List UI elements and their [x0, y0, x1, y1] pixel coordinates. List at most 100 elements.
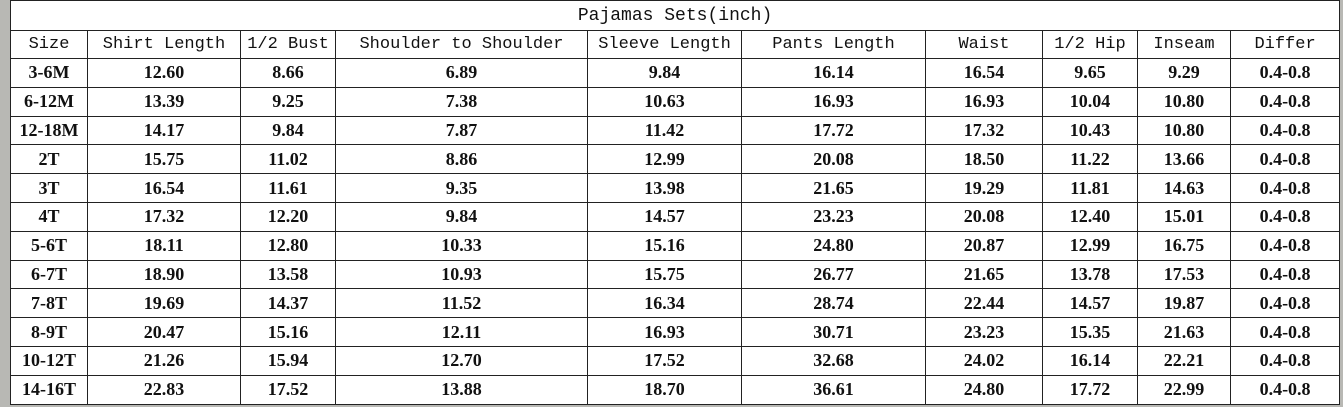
measurement-cell: 13.78 — [1042, 259, 1138, 290]
measurement-cell: 15.35 — [1042, 317, 1138, 347]
measurement-cell: 0.4-0.8 — [1229, 345, 1341, 376]
measurement-cell: 18.70 — [587, 374, 742, 405]
measurement-cell: 15.75 — [87, 144, 241, 175]
measurement-cell: 9.25 — [240, 86, 336, 117]
measurement-cell: 26.77 — [741, 259, 926, 290]
measurement-cell: 17.32 — [87, 201, 241, 232]
size-cell: 6-7T — [10, 259, 88, 290]
table-row: 3-6M 12.60 8.66 6.89 9.84 16.14 16.54 9.65 9.29 0… — [10, 58, 1341, 88]
measurement-cell: 13.98 — [587, 173, 742, 203]
measurement-cell: 15.94 — [240, 345, 336, 376]
size-cell: 3T — [10, 173, 88, 203]
measurement-cell: 13.88 — [335, 374, 588, 405]
measurement-cell: 10.04 — [1042, 86, 1138, 117]
measurement-cell: 14.57 — [1042, 288, 1138, 319]
measurement-cell: 0.4-0.8 — [1229, 58, 1341, 88]
measurement-cell: 14.37 — [240, 288, 336, 319]
measurement-cell: 0.4-0.8 — [1229, 259, 1341, 290]
measurement-cell: 28.74 — [741, 288, 926, 319]
measurement-cell: 36.61 — [741, 374, 926, 405]
size-cell: 5-6T — [10, 230, 88, 261]
measurement-cell: 20.08 — [925, 201, 1043, 232]
column-header: Inseam — [1137, 30, 1231, 59]
measurement-cell: 0.4-0.8 — [1229, 201, 1341, 232]
measurement-cell: 11.81 — [1042, 173, 1138, 203]
measurement-cell: 12.99 — [587, 144, 742, 175]
measurement-cell: 13.66 — [1137, 144, 1231, 175]
measurement-cell: 17.52 — [240, 374, 336, 405]
measurement-cell: 0.4-0.8 — [1229, 230, 1341, 261]
table-row: 12-18M 14.17 9.84 7.87 11.42 17.72 17.32 10.43 1… — [10, 115, 1341, 146]
measurement-cell: 21.63 — [1137, 317, 1231, 347]
measurement-cell: 21.65 — [741, 173, 926, 203]
measurement-cell: 19.87 — [1137, 288, 1231, 319]
measurement-cell: 7.87 — [335, 115, 588, 146]
measurement-cell: 17.52 — [587, 345, 742, 376]
measurement-cell: 18.90 — [87, 259, 241, 290]
measurement-cell: 10.63 — [587, 86, 742, 117]
measurement-cell: 18.50 — [925, 144, 1043, 175]
measurement-cell: 17.72 — [1042, 374, 1138, 405]
measurement-cell: 14.57 — [587, 201, 742, 232]
size-cell: 10-12T — [10, 345, 88, 376]
table-row: 5-6T 18.11 12.80 10.33 15.16 24.80 20.87 12.99 1… — [10, 230, 1341, 261]
measurement-cell: 8.86 — [335, 144, 588, 175]
measurement-cell: 17.72 — [741, 115, 926, 146]
measurement-cell: 8.66 — [240, 58, 336, 88]
measurement-cell: 20.47 — [87, 317, 241, 347]
measurement-cell: 16.54 — [87, 173, 241, 203]
size-cell: 2T — [10, 144, 88, 175]
measurement-cell: 16.93 — [925, 86, 1043, 117]
measurement-cell: 22.99 — [1137, 374, 1231, 405]
measurement-cell: 17.32 — [925, 115, 1043, 146]
table-row: 8-9T 20.47 15.16 12.11 16.93 30.71 23.23 15.35 2… — [10, 317, 1341, 347]
measurement-cell: 16.93 — [741, 86, 926, 117]
table-row: 7-8T 19.69 14.37 11.52 16.34 28.74 22.44 14.57 1… — [10, 288, 1341, 319]
measurement-cell: 10.80 — [1137, 86, 1231, 117]
measurement-cell: 24.80 — [925, 374, 1043, 405]
measurement-cell: 10.43 — [1042, 115, 1138, 146]
size-cell: 3-6M — [10, 58, 88, 88]
measurement-cell: 22.44 — [925, 288, 1043, 319]
measurement-cell: 7.38 — [335, 86, 588, 117]
table-row: 14-16T 22.83 17.52 13.88 18.70 36.61 24.80 17.7… — [10, 374, 1341, 405]
measurement-cell: 24.80 — [741, 230, 926, 261]
measurement-cell: 30.71 — [741, 317, 926, 347]
measurement-cell: 24.02 — [925, 345, 1043, 376]
measurement-cell: 9.84 — [335, 201, 588, 232]
measurement-cell: 23.23 — [925, 317, 1043, 347]
column-header: Shoulder to Shoulder — [335, 30, 588, 59]
table-body: 3-6M 12.60 8.66 6.89 9.84 16.14 16.54 9.65 9.29 0… — [10, 58, 1341, 405]
measurement-cell: 32.68 — [741, 345, 926, 376]
measurement-cell: 15.75 — [587, 259, 742, 290]
column-header: Shirt Length — [87, 30, 241, 59]
measurement-cell: 0.4-0.8 — [1229, 144, 1341, 175]
measurement-cell: 11.61 — [240, 173, 336, 203]
measurement-cell: 21.26 — [87, 345, 241, 376]
table-row: 4T 17.32 12.20 9.84 14.57 23.23 20.08 12.40 15.0… — [10, 201, 1341, 232]
measurement-cell: 16.14 — [741, 58, 926, 88]
column-header: 1/2 Bust — [240, 30, 336, 59]
measurement-cell: 14.17 — [87, 115, 241, 146]
measurement-cell: 11.52 — [335, 288, 588, 319]
measurement-cell: 15.16 — [240, 317, 336, 347]
measurement-cell: 22.83 — [87, 374, 241, 405]
measurement-cell: 23.23 — [741, 201, 926, 232]
measurement-cell: 11.02 — [240, 144, 336, 175]
measurement-cell: 19.69 — [87, 288, 241, 319]
measurement-cell: 12.11 — [335, 317, 588, 347]
table-row: 10-12T 21.26 15.94 12.70 17.52 32.68 24.02 16.1… — [10, 345, 1341, 376]
measurement-cell: 21.65 — [925, 259, 1043, 290]
measurement-cell: 12.60 — [87, 58, 241, 88]
table-title-row: Pajamas Sets(inch) — [9, 0, 1341, 31]
column-header: Differ — [1229, 30, 1341, 59]
measurement-cell: 0.4-0.8 — [1229, 288, 1341, 319]
measurement-cell: 13.39 — [87, 86, 241, 117]
measurement-cell: 11.42 — [587, 115, 742, 146]
measurement-cell: 16.34 — [587, 288, 742, 319]
column-header: Waist — [925, 30, 1043, 59]
table-row: 2T 15.75 11.02 8.86 12.99 20.08 18.50 11.22 13.6… — [10, 144, 1341, 175]
measurement-cell: 15.16 — [587, 230, 742, 261]
measurement-cell: 9.35 — [335, 173, 588, 203]
measurement-cell: 0.4-0.8 — [1229, 86, 1341, 117]
